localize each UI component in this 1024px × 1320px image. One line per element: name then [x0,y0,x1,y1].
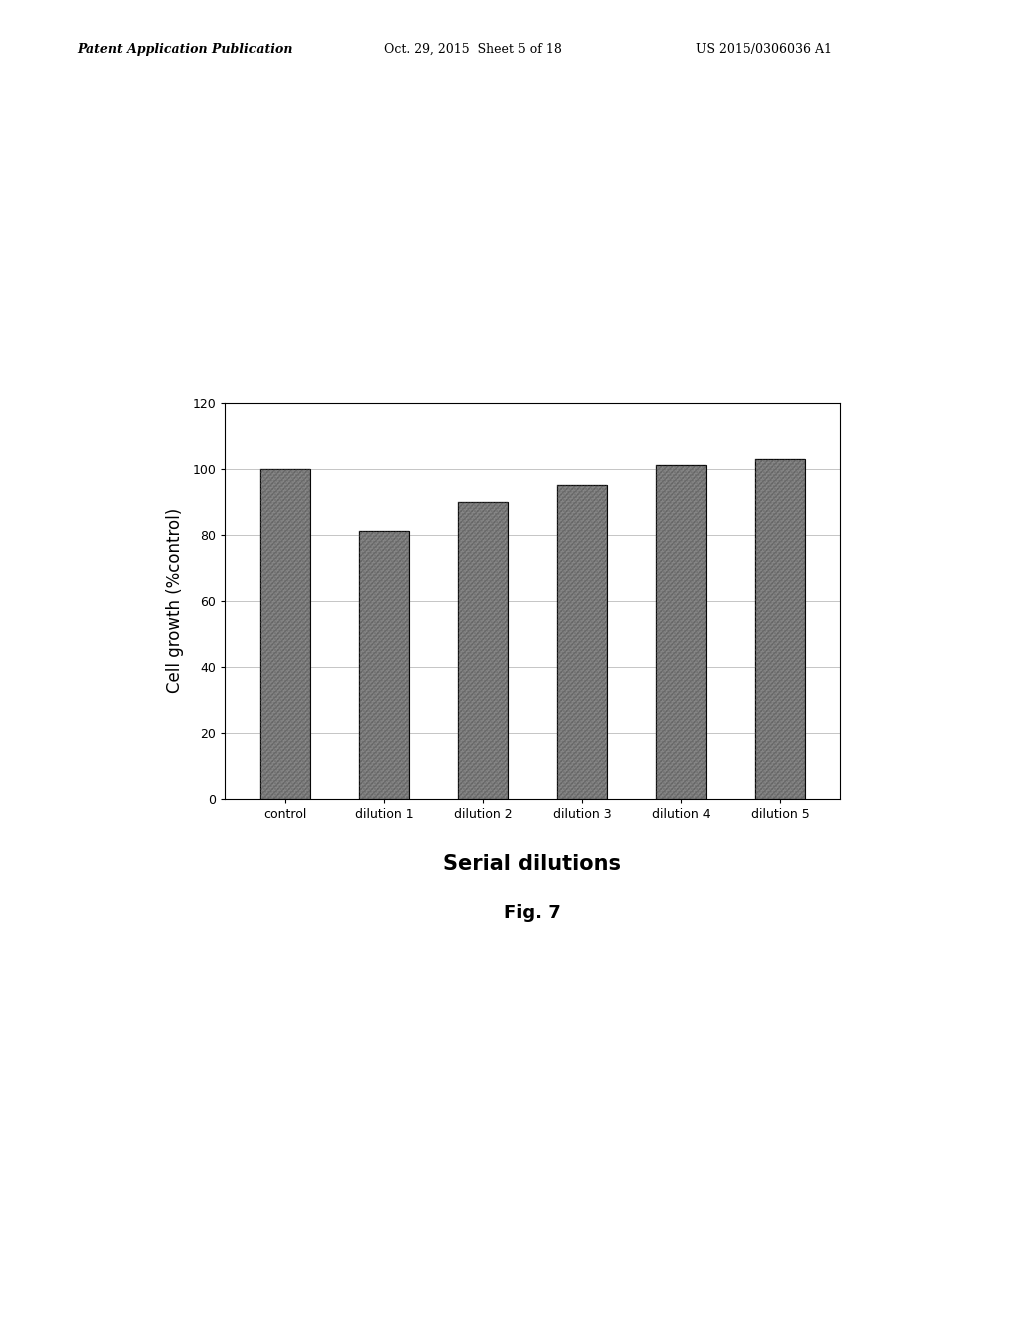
Text: Serial dilutions: Serial dilutions [443,854,622,874]
Bar [557,484,607,799]
Bar [359,531,409,799]
Text: US 2015/0306036 A1: US 2015/0306036 A1 [696,42,833,55]
Bar [359,531,409,799]
Bar [756,458,805,799]
Bar [458,502,508,799]
Bar [656,465,706,799]
Text: Oct. 29, 2015  Sheet 5 of 18: Oct. 29, 2015 Sheet 5 of 18 [384,42,562,55]
Text: Fig. 7: Fig. 7 [504,904,561,923]
Bar [260,469,309,799]
Bar [756,458,805,799]
Bar [557,484,607,799]
Bar [756,458,805,799]
Bar [458,502,508,799]
Text: Patent Application Publication: Patent Application Publication [77,42,292,55]
Y-axis label: Cell growth (%control): Cell growth (%control) [166,508,184,693]
Bar [359,531,409,799]
Bar [656,465,706,799]
Bar [260,469,309,799]
Bar [656,465,706,799]
Bar [557,484,607,799]
Bar [260,469,309,799]
Bar [458,502,508,799]
